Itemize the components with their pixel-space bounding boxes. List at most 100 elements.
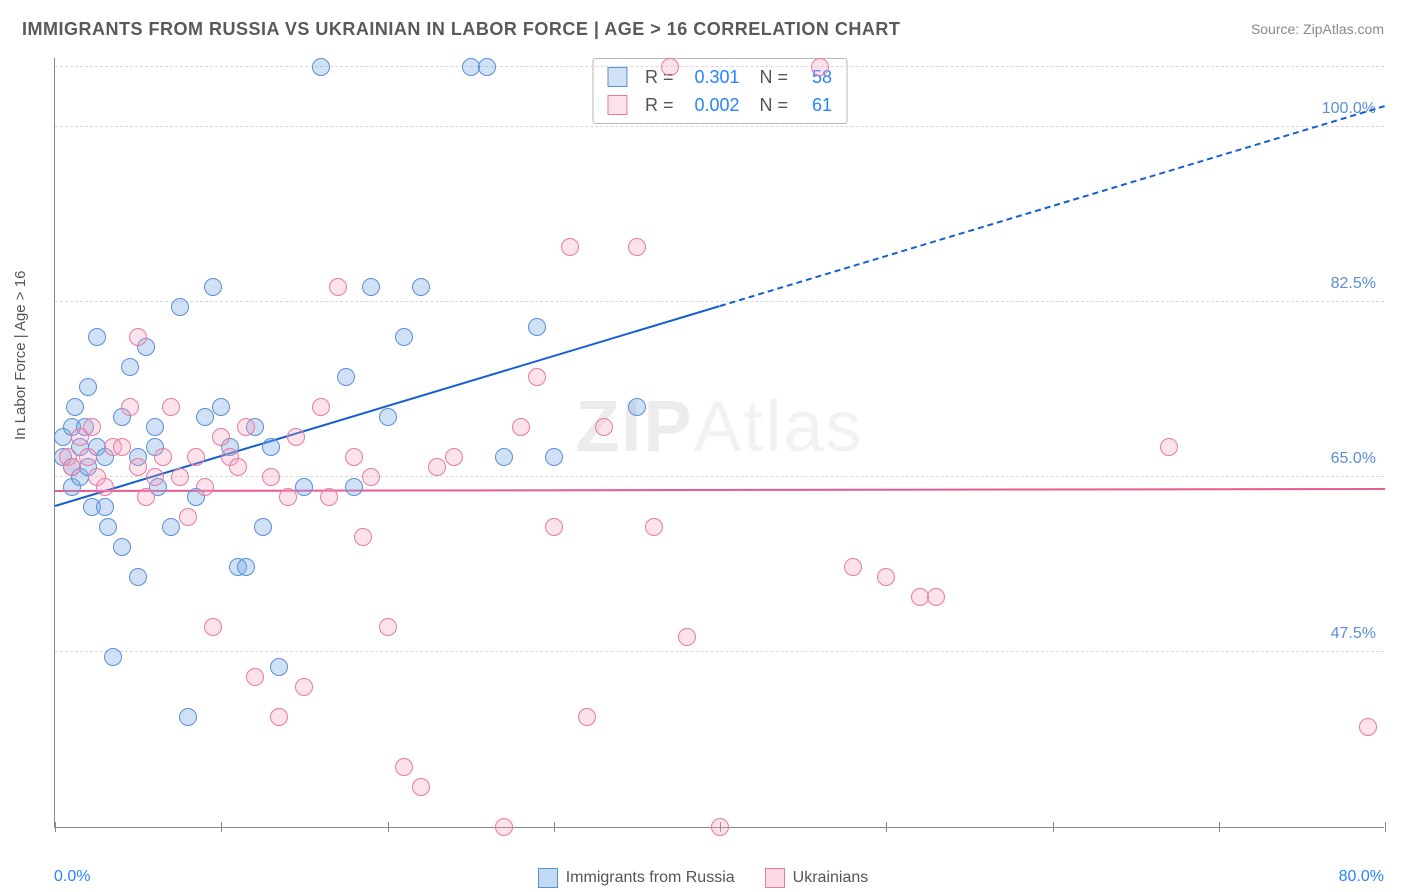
data-point bbox=[171, 298, 189, 316]
data-point bbox=[246, 668, 264, 686]
data-point bbox=[911, 588, 929, 606]
data-point bbox=[121, 398, 139, 416]
legend-swatch bbox=[765, 868, 785, 888]
data-point bbox=[270, 658, 288, 676]
data-point bbox=[171, 468, 189, 486]
data-point bbox=[196, 478, 214, 496]
data-point bbox=[462, 58, 480, 76]
correlation-row: R =0.301N =58 bbox=[607, 63, 832, 91]
series-legend: Immigrants from Russia Ukrainians bbox=[0, 868, 1406, 888]
y-axis-label: In Labor Force | Age > 16 bbox=[12, 271, 29, 440]
data-point bbox=[262, 438, 280, 456]
legend-label: Ukrainians bbox=[793, 869, 869, 886]
x-tick bbox=[886, 822, 887, 832]
correlation-legend: R =0.301N =58R =0.002N =61 bbox=[592, 58, 847, 124]
x-tick bbox=[1053, 822, 1054, 832]
data-point bbox=[146, 468, 164, 486]
gridline bbox=[55, 651, 1384, 652]
data-point bbox=[345, 448, 363, 466]
data-point bbox=[379, 618, 397, 636]
data-point bbox=[412, 278, 430, 296]
data-point bbox=[237, 558, 255, 576]
gridline bbox=[55, 66, 1384, 67]
trend-line bbox=[720, 105, 1386, 307]
legend-r-label: R = bbox=[645, 91, 674, 119]
data-point bbox=[354, 528, 372, 546]
legend-swatch bbox=[538, 868, 558, 888]
data-point bbox=[329, 278, 347, 296]
data-point bbox=[811, 58, 829, 76]
data-point bbox=[270, 708, 288, 726]
data-point bbox=[337, 368, 355, 386]
data-point bbox=[512, 418, 530, 436]
data-point bbox=[287, 428, 305, 446]
gridline bbox=[55, 126, 1384, 127]
gridline bbox=[55, 301, 1384, 302]
data-point bbox=[179, 508, 197, 526]
watermark-atlas: Atlas bbox=[693, 387, 863, 467]
data-point bbox=[204, 278, 222, 296]
data-point bbox=[99, 518, 117, 536]
data-point bbox=[545, 448, 563, 466]
watermark: ZIPAtlas bbox=[575, 386, 863, 468]
data-point bbox=[129, 458, 147, 476]
data-point bbox=[162, 518, 180, 536]
data-point bbox=[113, 538, 131, 556]
data-point bbox=[379, 408, 397, 426]
data-point bbox=[229, 458, 247, 476]
data-point bbox=[927, 588, 945, 606]
data-point bbox=[345, 478, 363, 496]
legend-r-value: 0.301 bbox=[684, 63, 740, 91]
gridline bbox=[55, 476, 1384, 477]
data-point bbox=[661, 58, 679, 76]
data-point bbox=[96, 478, 114, 496]
data-point bbox=[79, 448, 97, 466]
trend-line bbox=[55, 488, 1385, 492]
data-point bbox=[1359, 718, 1377, 736]
y-tick-label: 65.0% bbox=[1331, 450, 1376, 468]
data-point bbox=[212, 428, 230, 446]
data-point bbox=[445, 448, 463, 466]
data-point bbox=[154, 448, 172, 466]
data-point bbox=[320, 488, 338, 506]
data-point bbox=[66, 398, 84, 416]
data-point bbox=[179, 708, 197, 726]
data-point bbox=[545, 518, 563, 536]
legend-swatch bbox=[607, 67, 627, 87]
data-point bbox=[121, 358, 139, 376]
x-axis-max-label: 80.0% bbox=[1339, 868, 1384, 886]
y-tick-label: 82.5% bbox=[1331, 275, 1376, 293]
legend-n-value: 61 bbox=[798, 91, 832, 119]
legend-n-label: N = bbox=[760, 63, 789, 91]
data-point bbox=[528, 318, 546, 336]
data-point bbox=[237, 418, 255, 436]
data-point bbox=[628, 238, 646, 256]
data-point bbox=[645, 518, 663, 536]
data-point bbox=[578, 708, 596, 726]
data-point bbox=[295, 678, 313, 696]
data-point bbox=[146, 418, 164, 436]
data-point bbox=[495, 818, 513, 836]
data-point bbox=[196, 408, 214, 426]
data-point bbox=[395, 758, 413, 776]
data-point bbox=[1160, 438, 1178, 456]
data-point bbox=[104, 648, 122, 666]
data-point bbox=[362, 278, 380, 296]
data-point bbox=[595, 418, 613, 436]
x-tick bbox=[1385, 822, 1386, 832]
data-point bbox=[129, 328, 147, 346]
data-point bbox=[877, 568, 895, 586]
data-point bbox=[88, 328, 106, 346]
data-point bbox=[63, 458, 81, 476]
data-point bbox=[312, 398, 330, 416]
data-point bbox=[83, 418, 101, 436]
legend-item: Immigrants from Russia bbox=[538, 868, 735, 888]
data-point bbox=[129, 568, 147, 586]
data-point bbox=[204, 618, 222, 636]
legend-item: Ukrainians bbox=[765, 868, 869, 888]
data-point bbox=[844, 558, 862, 576]
chart-source: Source: ZipAtlas.com bbox=[1251, 21, 1384, 37]
data-point bbox=[162, 398, 180, 416]
data-point bbox=[279, 488, 297, 506]
x-axis-min-label: 0.0% bbox=[54, 868, 90, 886]
